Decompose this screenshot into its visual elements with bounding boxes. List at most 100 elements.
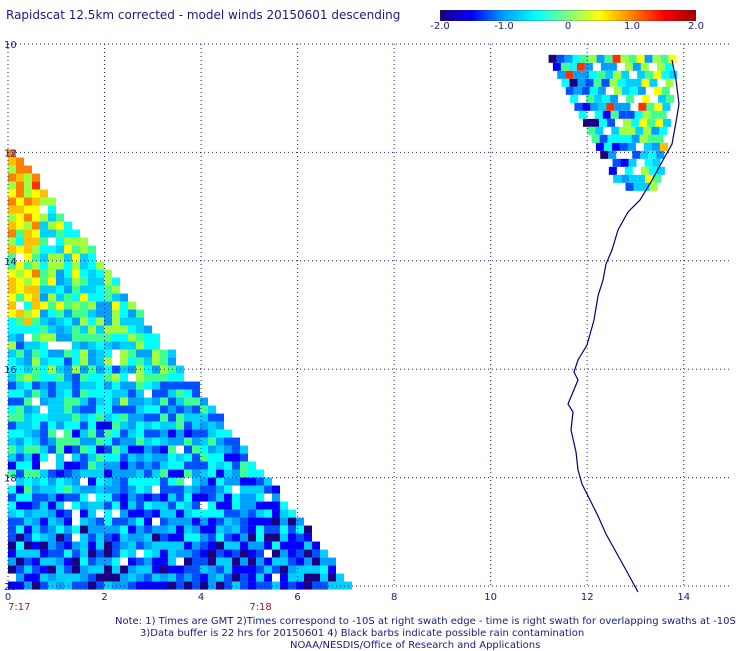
wind-cell (240, 493, 248, 502)
wind-cell (88, 341, 96, 350)
wind-cell (296, 533, 304, 542)
wind-cell (40, 557, 48, 566)
wind-cell (80, 253, 88, 262)
wind-cell (240, 525, 248, 534)
wind-cell (24, 181, 32, 190)
wind-cell (80, 245, 88, 254)
wind-cell (184, 509, 192, 518)
wind-cell (586, 94, 595, 103)
wind-cell (256, 525, 264, 534)
wind-cell (112, 405, 120, 414)
wind-cell (72, 541, 80, 550)
wind-cell (208, 477, 216, 486)
wind-cell (24, 549, 32, 558)
wind-cell (184, 421, 192, 430)
wind-cell (48, 405, 56, 414)
wind-cell (40, 245, 48, 254)
wind-cell (104, 469, 112, 478)
wind-cell (232, 533, 240, 542)
wind-cell (264, 557, 272, 566)
wind-cell (88, 565, 96, 574)
wind-cell (16, 389, 24, 398)
wind-cell (72, 245, 80, 254)
wind-cell (96, 429, 104, 438)
wind-cell (144, 533, 152, 542)
wind-cell (48, 349, 56, 358)
wind-cell (48, 573, 56, 582)
wind-cell (248, 573, 256, 582)
wind-cell (647, 134, 656, 143)
wind-cell (200, 517, 208, 526)
wind-cell (128, 405, 136, 414)
wind-cell (24, 381, 32, 390)
wind-cell (64, 317, 72, 326)
wind-cell (56, 277, 64, 286)
wind-cell (88, 477, 96, 486)
wind-cell (565, 70, 574, 79)
wind-cell (168, 477, 176, 486)
wind-cell (627, 126, 636, 135)
wind-cell (40, 485, 48, 494)
wind-cell (168, 557, 176, 566)
wind-cell (637, 86, 646, 95)
wind-cell (152, 373, 160, 382)
wind-cell (152, 349, 160, 358)
wind-cell (104, 293, 112, 302)
wind-cell (72, 501, 80, 510)
wind-cell (56, 405, 64, 414)
y-tick-label: 14 (4, 257, 17, 268)
wind-cell (599, 118, 608, 127)
wind-cell (240, 501, 248, 510)
wind-cell (104, 357, 112, 366)
wind-cell (168, 533, 176, 542)
wind-cell (136, 381, 144, 390)
wind-cell (40, 501, 48, 510)
wind-cell (96, 573, 104, 582)
wind-cell (120, 485, 128, 494)
wind-cell (160, 517, 168, 526)
wind-cell (8, 389, 16, 398)
wind-cell (264, 525, 272, 534)
wind-cell (72, 477, 80, 486)
wind-cell (160, 437, 168, 446)
wind-cell (40, 437, 48, 446)
wind-cell (216, 445, 224, 454)
wind-cell (176, 501, 184, 510)
wind-cell (296, 525, 304, 534)
wind-cell (152, 429, 160, 438)
wind-cell (16, 573, 24, 582)
wind-cell (16, 221, 24, 230)
wind-cell (120, 373, 128, 382)
wind-cell (24, 189, 32, 198)
wind-cell (64, 493, 72, 502)
wind-cell (56, 477, 64, 486)
wind-cell (104, 429, 112, 438)
wind-cell (619, 126, 628, 135)
wind-cell (192, 461, 200, 470)
wind-cell (208, 493, 216, 502)
wind-cell (272, 493, 280, 502)
wind-cell (192, 557, 200, 566)
wind-cell (64, 269, 72, 278)
wind-cell (272, 565, 280, 574)
wind-cell (24, 437, 32, 446)
wind-cell (649, 182, 658, 191)
wind-cell (8, 269, 16, 278)
wind-cell (96, 309, 104, 318)
wind-cell (574, 102, 583, 111)
wind-cell (160, 445, 168, 454)
wind-cell (88, 445, 96, 454)
wind-cell (8, 213, 16, 222)
wind-cell (643, 142, 652, 151)
wind-cells (8, 54, 678, 590)
wind-cell (623, 134, 632, 143)
wind-cell (184, 557, 192, 566)
wind-cell (48, 557, 56, 566)
wind-cell (80, 317, 88, 326)
wind-cell (56, 485, 64, 494)
wind-cell (48, 421, 56, 430)
wind-cell (16, 485, 24, 494)
wind-cell (304, 541, 312, 550)
wind-cell (160, 381, 168, 390)
wind-cell (240, 557, 248, 566)
